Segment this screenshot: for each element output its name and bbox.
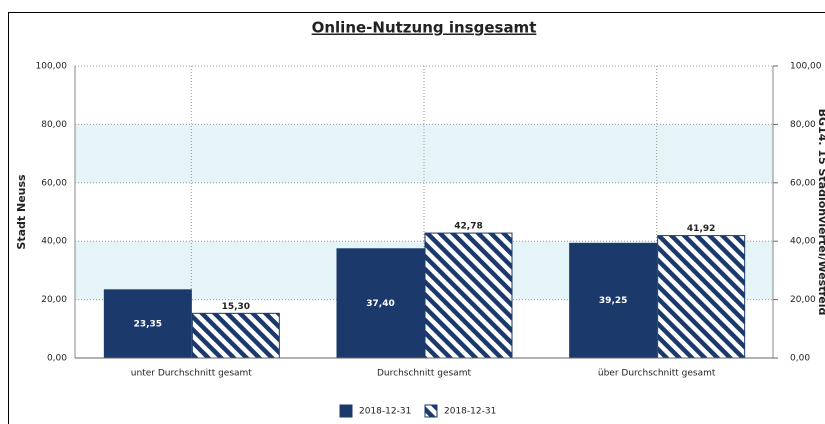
y-tick-label: 80,00 [41, 120, 67, 130]
y-tick-label: 40,00 [41, 237, 67, 247]
bar [336, 248, 425, 359]
y-tick-label: 0,00 [47, 354, 67, 364]
data-label: 42,78 [454, 222, 482, 232]
y-tick-label: 100,00 [36, 62, 68, 72]
y2-axis-label: BG14. 15 Stadionviertel/Westfeld [816, 109, 825, 316]
legend-swatch [424, 404, 438, 418]
bar [424, 232, 513, 359]
data-label: 39,25 [599, 296, 627, 306]
y-tick-label: 20,00 [41, 295, 67, 305]
y2-tick-label: 20,00 [790, 295, 816, 305]
data-label: 15,30 [222, 302, 250, 312]
data-label: 41,92 [687, 224, 715, 234]
chart-title: Online-Nutzung insgesamt [312, 19, 537, 37]
data-label: 37,40 [366, 299, 394, 309]
y-tick-label: 60,00 [41, 178, 67, 188]
bar [569, 242, 658, 359]
y2-tick-label: 0,00 [790, 354, 810, 364]
x-tick-label: über Durchschnitt gesamt [598, 369, 716, 379]
x-tick-label: unter Durchschnitt gesamt [131, 369, 253, 379]
y2-tick-label: 100,00 [790, 62, 822, 72]
bar [103, 289, 192, 359]
y2-tick-label: 80,00 [790, 120, 816, 130]
legend-label: 2018-12-31 [359, 407, 411, 417]
y2-tick-label: 60,00 [790, 178, 816, 188]
y-axis-label: Stadt Neuss [15, 174, 28, 250]
bar [191, 312, 280, 359]
data-label: 23,35 [134, 319, 162, 329]
x-tick-label: Durchschnitt gesamt [377, 369, 471, 379]
bar [657, 235, 746, 359]
legend-swatch [339, 404, 353, 418]
y2-tick-label: 40,00 [790, 237, 816, 247]
legend-label: 2018-12-31 [444, 407, 496, 417]
